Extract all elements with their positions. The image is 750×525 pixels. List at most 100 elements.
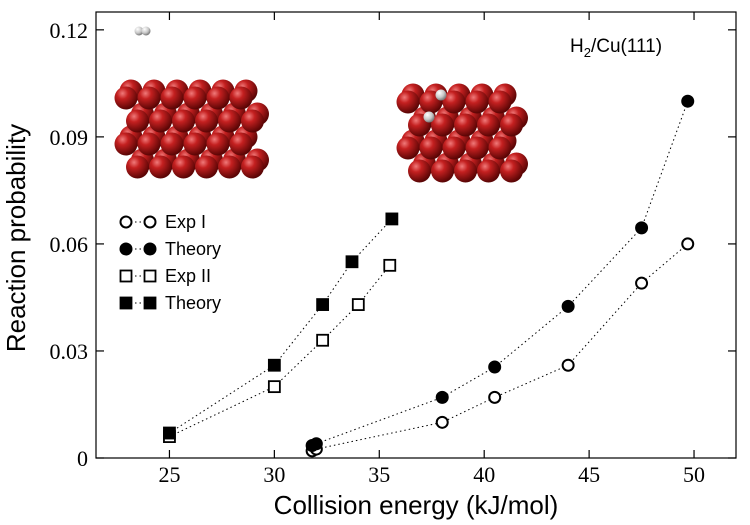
copper-atom xyxy=(396,136,420,160)
hydrogen-atom xyxy=(134,26,144,36)
copper-atom xyxy=(183,132,207,156)
legend-marker xyxy=(143,296,157,310)
legend: Exp I Theory Exp II Theory xyxy=(119,212,221,313)
copper-atom xyxy=(218,109,241,133)
x-tick-label: 50 xyxy=(683,462,705,487)
series-line xyxy=(169,265,391,438)
copper-atom xyxy=(477,113,500,137)
data-point xyxy=(561,358,575,372)
y-axis-label: Reaction probability xyxy=(1,124,31,352)
data-point xyxy=(163,426,176,440)
copper-atom xyxy=(195,155,218,179)
surface-slab-1 xyxy=(114,79,269,179)
copper-atom xyxy=(465,136,489,160)
copper-atom xyxy=(465,90,489,114)
legend-marker xyxy=(119,215,133,229)
legend-marker xyxy=(143,269,157,283)
copper-atom xyxy=(229,86,253,110)
data-point xyxy=(635,221,649,235)
surface-slab-2 xyxy=(396,83,528,183)
copper-atom xyxy=(477,159,500,183)
legend-item: Theory xyxy=(119,239,221,259)
copper-atom xyxy=(160,132,184,156)
data-point xyxy=(635,276,649,290)
copper-atom xyxy=(396,90,420,114)
legend-label: Theory xyxy=(165,293,221,313)
data-point xyxy=(435,415,449,429)
copper-atom xyxy=(431,113,454,137)
x-tick-label: 30 xyxy=(263,462,285,487)
x-tick-label: 25 xyxy=(158,462,180,487)
legend-marker xyxy=(119,242,133,256)
data-point xyxy=(309,437,323,451)
data-series xyxy=(163,94,695,458)
series-4 xyxy=(163,212,399,440)
data-point xyxy=(488,360,502,374)
series-2 xyxy=(305,94,695,453)
copper-atom xyxy=(488,136,512,160)
copper-atom xyxy=(454,113,477,137)
data-point xyxy=(351,298,365,311)
x-tick-label: 35 xyxy=(368,462,390,487)
copper-atom xyxy=(172,109,195,133)
copper-atom xyxy=(137,132,161,156)
data-point xyxy=(267,380,281,394)
copper-atom xyxy=(206,132,230,156)
data-point xyxy=(488,390,502,404)
y-tick-label: 0.03 xyxy=(50,339,89,364)
plot-frame xyxy=(95,11,737,459)
copper-atom xyxy=(195,109,218,133)
copper-atom xyxy=(172,155,195,179)
legend-label: Exp I xyxy=(165,212,206,232)
x-tick-label: 45 xyxy=(578,462,600,487)
data-point xyxy=(385,212,399,226)
legend-marker xyxy=(143,215,157,229)
series-3 xyxy=(163,258,397,443)
copper-atom xyxy=(183,86,207,110)
x-tick-label: 40 xyxy=(473,462,495,487)
x-axis-label: Collision energy (kJ/mol) xyxy=(274,490,559,520)
hydrogen-atom xyxy=(423,111,435,123)
copper-atom xyxy=(137,86,161,110)
y-tick-label: 0 xyxy=(77,446,88,471)
copper-atom xyxy=(160,86,184,110)
data-point xyxy=(435,390,449,404)
data-point xyxy=(267,358,281,372)
copper-atom xyxy=(500,159,523,183)
copper-atom xyxy=(114,86,138,110)
legend-item: Theory xyxy=(119,293,221,313)
hydrogen-atom xyxy=(141,26,151,36)
surface-illustrations xyxy=(114,26,528,183)
y-tick-label: 0.12 xyxy=(50,18,89,43)
copper-atom xyxy=(149,155,172,179)
y-tick-label: 0.09 xyxy=(50,125,89,150)
copper-atom xyxy=(149,109,172,133)
y-tick-label: 0.06 xyxy=(50,232,89,257)
data-point xyxy=(681,237,695,251)
legend-label: Theory xyxy=(165,239,221,259)
copper-atom xyxy=(419,136,443,160)
data-point xyxy=(681,94,695,108)
copper-atom xyxy=(206,86,230,110)
legend-item: Exp II xyxy=(119,266,211,286)
copper-atom xyxy=(500,113,523,137)
copper-atom xyxy=(454,159,477,183)
series-line xyxy=(311,243,689,452)
legend-marker xyxy=(119,269,133,283)
copper-atom xyxy=(229,132,253,156)
copper-atom xyxy=(218,155,241,179)
legend-marker xyxy=(119,296,133,310)
copper-atom xyxy=(408,159,431,183)
chart-annotation: H2/Cu(111) xyxy=(570,36,662,60)
copper-atom xyxy=(126,155,149,179)
data-point xyxy=(316,298,330,311)
data-point xyxy=(561,299,575,313)
copper-atom xyxy=(442,90,466,114)
data-point xyxy=(316,333,330,347)
legend-label: Exp II xyxy=(165,266,211,286)
series-1 xyxy=(305,237,695,458)
copper-atom xyxy=(442,136,466,160)
copper-atom xyxy=(241,109,264,133)
legend-marker xyxy=(143,242,157,256)
